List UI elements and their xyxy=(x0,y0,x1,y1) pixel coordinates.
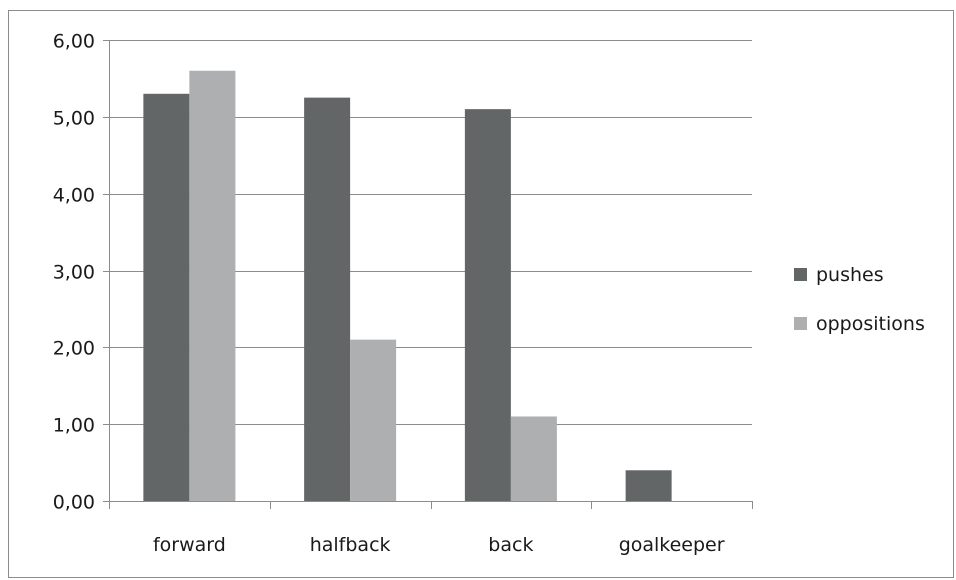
legend-label-pushes: pushes xyxy=(816,264,884,286)
bar-pushes-forward xyxy=(143,93,190,502)
axes xyxy=(103,40,753,509)
bar-oppositions-halfback xyxy=(350,339,397,501)
bar-pushes-back xyxy=(464,109,511,502)
x-category-label: halfback xyxy=(310,534,391,556)
legend: pushes oppositions xyxy=(794,264,925,335)
bars xyxy=(143,70,672,502)
y-tick-label: 2,00 xyxy=(53,338,95,360)
y-tick-label: 3,00 xyxy=(53,262,95,284)
y-tick-label: 5,00 xyxy=(53,108,95,130)
bar-oppositions-forward xyxy=(189,70,236,501)
x-category-label: forward xyxy=(153,534,226,556)
bar-pushes-goalkeeper xyxy=(625,470,672,501)
y-tick-label: 0,00 xyxy=(53,492,95,514)
legend-label-oppositions: oppositions xyxy=(816,313,925,335)
axis-labels: 0,00 1,00 2,00 3,00 4,00 5,00 6,00 forward halfb… xyxy=(53,31,725,557)
legend-swatch-oppositions xyxy=(794,317,807,330)
bar-oppositions-back xyxy=(510,416,557,501)
x-category-label: back xyxy=(488,534,533,556)
bar-pushes-halfback xyxy=(304,97,351,501)
y-tick-label: 6,00 xyxy=(53,31,95,53)
y-tick-label: 1,00 xyxy=(53,415,95,437)
x-category-label: goalkeeper xyxy=(619,534,725,556)
legend-swatch-pushes xyxy=(794,268,807,281)
y-tick-label: 4,00 xyxy=(53,185,95,207)
